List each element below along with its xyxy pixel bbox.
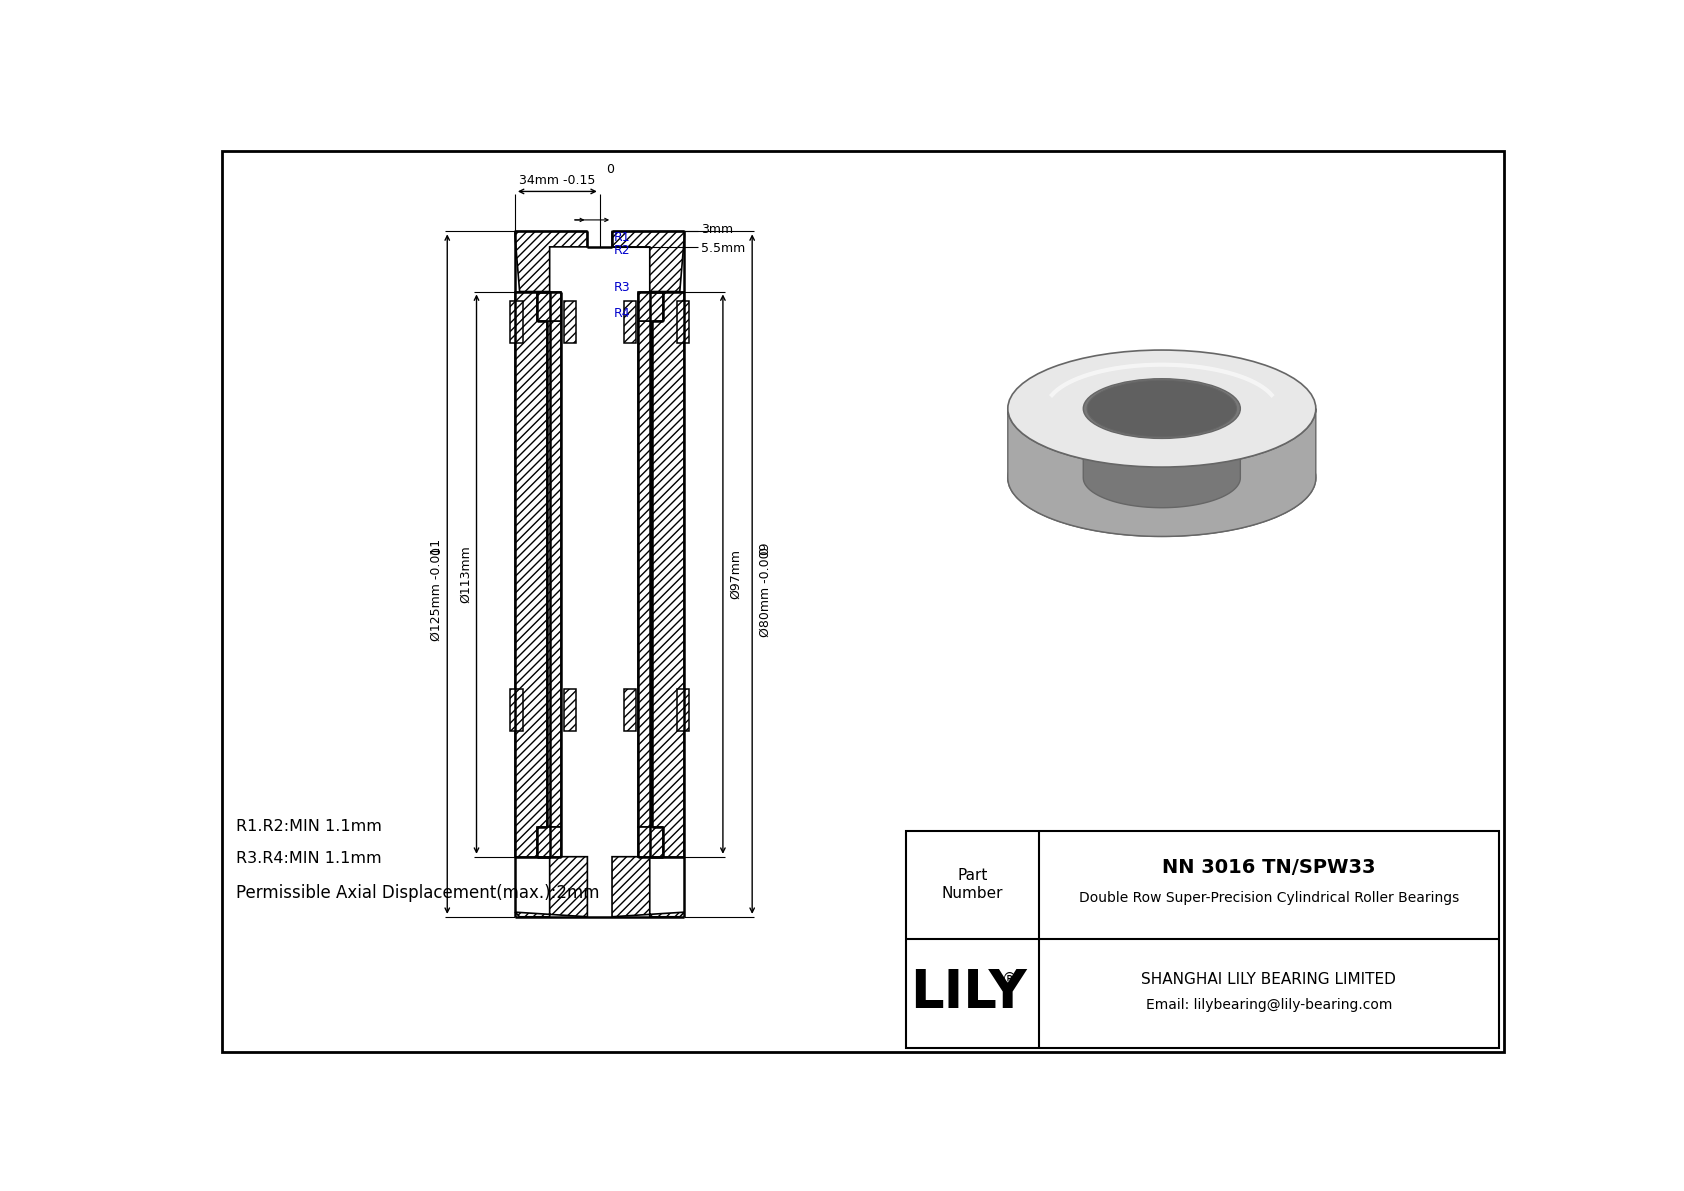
Text: Ø80mm -0.009: Ø80mm -0.009 [758, 542, 771, 637]
Text: Double Row Super-Precision Cylindrical Roller Bearings: Double Row Super-Precision Cylindrical R… [1079, 891, 1458, 905]
Bar [561, 292, 638, 856]
Ellipse shape [1088, 380, 1236, 437]
Bar [623, 301, 637, 343]
Text: Ø113mm: Ø113mm [458, 545, 472, 603]
Text: 0: 0 [606, 163, 615, 176]
Bar [677, 301, 689, 343]
Bar [623, 688, 637, 731]
Text: R1.R2:MIN 1.1mm: R1.R2:MIN 1.1mm [236, 819, 382, 834]
Ellipse shape [1083, 379, 1241, 438]
Text: SHANGHAI LILY BEARING LIMITED: SHANGHAI LILY BEARING LIMITED [1142, 972, 1396, 986]
Text: 3mm: 3mm [701, 224, 734, 237]
Bar [515, 292, 549, 856]
Polygon shape [638, 292, 663, 320]
Text: Ø97mm: Ø97mm [729, 549, 743, 599]
Polygon shape [638, 320, 652, 828]
Text: LILY: LILY [909, 967, 1027, 1019]
Polygon shape [537, 828, 561, 856]
Polygon shape [1083, 409, 1241, 507]
Text: R3: R3 [613, 281, 630, 294]
Text: NN 3016 TN/SPW33: NN 3016 TN/SPW33 [1162, 858, 1376, 877]
Polygon shape [515, 231, 588, 292]
Bar [564, 688, 576, 731]
Polygon shape [515, 856, 588, 917]
Polygon shape [611, 856, 684, 917]
Text: Permissible Axial Displacement(max.):2mm: Permissible Axial Displacement(max.):2mm [236, 884, 600, 902]
Bar [650, 292, 684, 856]
Text: R2: R2 [613, 244, 630, 257]
Text: 5.5mm: 5.5mm [701, 242, 746, 255]
Text: R3.R4:MIN 1.1mm: R3.R4:MIN 1.1mm [236, 852, 382, 866]
Ellipse shape [1007, 419, 1315, 536]
Ellipse shape [1007, 350, 1315, 467]
Text: ®: ® [1002, 972, 1017, 986]
Polygon shape [547, 320, 561, 828]
Text: 0: 0 [429, 547, 443, 555]
Polygon shape [537, 292, 561, 320]
Ellipse shape [1083, 448, 1241, 507]
Polygon shape [611, 231, 684, 292]
Text: R4: R4 [613, 306, 630, 319]
Bar [510, 688, 522, 731]
Text: 0: 0 [758, 547, 771, 555]
Text: Email: lilybearing@lily-bearing.com: Email: lilybearing@lily-bearing.com [1145, 998, 1393, 1012]
Bar [677, 688, 689, 731]
Polygon shape [638, 828, 663, 856]
Bar [564, 301, 576, 343]
Text: R1: R1 [613, 231, 630, 244]
Text: Part
Number: Part Number [941, 868, 1004, 900]
Bar [906, 830, 1499, 1048]
Bar [510, 301, 522, 343]
Text: Ø125mm -0.011: Ø125mm -0.011 [429, 538, 443, 641]
Text: 34mm -0.15: 34mm -0.15 [519, 174, 596, 187]
Polygon shape [1007, 409, 1315, 536]
